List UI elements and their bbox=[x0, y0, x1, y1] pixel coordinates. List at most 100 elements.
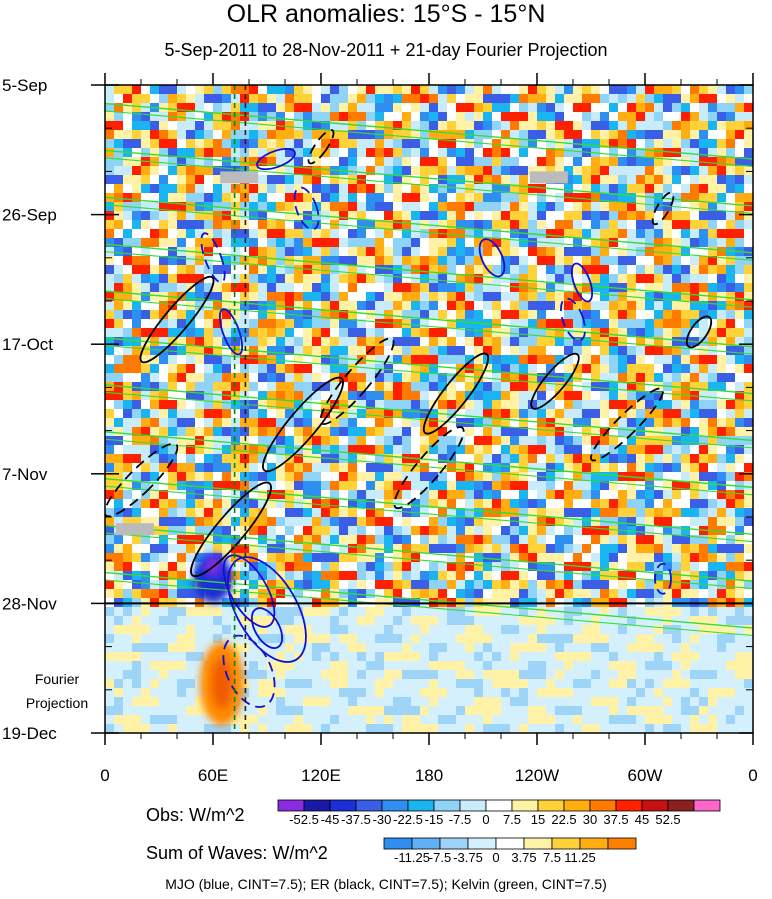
legend-level: 7.5 bbox=[543, 850, 561, 865]
legend-swatch bbox=[615, 799, 643, 812]
legend-swatch bbox=[439, 837, 469, 850]
mjo-contour bbox=[222, 634, 276, 708]
kelvin-contour bbox=[105, 344, 753, 402]
legend-swatch bbox=[355, 799, 383, 812]
x-tick-label: 0 bbox=[748, 766, 757, 785]
legend-level: 22.5 bbox=[551, 812, 576, 827]
kelvin-contour bbox=[105, 478, 753, 535]
mjo-contour bbox=[256, 147, 296, 171]
x-tick-label: 120E bbox=[301, 766, 341, 785]
kelvin-contour bbox=[105, 485, 753, 543]
legend-level: -30 bbox=[373, 812, 392, 827]
kelvin-contour bbox=[105, 196, 753, 254]
legend-level: 0 bbox=[482, 812, 489, 827]
legend-swatch bbox=[459, 799, 487, 812]
projection-label-1: Fourier bbox=[34, 671, 80, 687]
mjo-contour bbox=[478, 238, 506, 278]
er-contour bbox=[190, 481, 272, 578]
er-contour bbox=[262, 376, 344, 473]
er-contour bbox=[393, 426, 465, 510]
mjo-contour bbox=[227, 556, 307, 663]
legend-swatch bbox=[407, 799, 435, 812]
x-tick-label: 60W bbox=[628, 766, 663, 785]
missing-data-patch bbox=[220, 171, 259, 184]
legend-swatch bbox=[537, 799, 565, 812]
mjo-contour bbox=[218, 308, 244, 356]
legend-swatch bbox=[589, 799, 617, 812]
legend-level: -22.5 bbox=[393, 812, 423, 827]
legend-level: 11.25 bbox=[564, 850, 596, 865]
legend-level: 30 bbox=[583, 812, 597, 827]
mjo-contour bbox=[250, 607, 284, 649]
kelvin-contour bbox=[105, 438, 753, 496]
legend-swatch bbox=[511, 799, 539, 812]
y-tick-label: 26-Sep bbox=[2, 206, 57, 225]
legend-swatch bbox=[693, 799, 721, 812]
kelvin-contour bbox=[105, 102, 753, 160]
legend-swatch bbox=[303, 799, 331, 812]
kelvin-contour bbox=[105, 149, 753, 207]
projection-label-2: Projection bbox=[25, 695, 89, 711]
mjo-contour bbox=[200, 232, 226, 284]
x-tick-label: 120W bbox=[515, 766, 559, 785]
x-tick-label: 60E bbox=[198, 766, 228, 785]
legend-level: 7.5 bbox=[503, 812, 521, 827]
legend-swatch bbox=[411, 837, 441, 850]
legend-level: 52.5 bbox=[655, 812, 680, 827]
legend-level: 3.75 bbox=[511, 850, 536, 865]
waves-legend-bar: -11.25-7.5 -3.75 0 3.75 7.5 11.25 bbox=[383, 837, 637, 865]
legend-level: 0 bbox=[492, 850, 499, 865]
kelvin-contour bbox=[105, 110, 753, 168]
legend-swatch bbox=[381, 799, 409, 812]
chart-subtitle: 5-Sep-2011 to 28-Nov-2011 + 21-day Fouri… bbox=[164, 40, 608, 60]
missing-data-patch bbox=[115, 523, 154, 536]
kelvin-contour bbox=[105, 571, 753, 629]
legend-swatch bbox=[667, 799, 695, 812]
kelvin-contour bbox=[105, 290, 753, 348]
legend-level: 45 bbox=[635, 812, 649, 827]
legend-swatch bbox=[563, 799, 591, 812]
legend-swatch bbox=[485, 799, 513, 812]
missing-data-patch bbox=[529, 171, 568, 184]
y-tick-label: 28-Nov bbox=[2, 594, 57, 613]
legend-level: 15 bbox=[531, 812, 545, 827]
legend-level: -15 bbox=[425, 812, 444, 827]
x-tick-label: 180 bbox=[415, 766, 443, 785]
waves-legend-label: Sum of Waves: W/m^2 bbox=[146, 843, 328, 863]
legend-level: -37.5 bbox=[341, 812, 371, 827]
y-tick-label: 19-Dec bbox=[2, 724, 57, 743]
legend-swatch bbox=[551, 837, 581, 850]
mjo-contour bbox=[570, 262, 594, 303]
x-tick-label: 0 bbox=[100, 766, 109, 785]
kelvin-contour bbox=[105, 391, 753, 449]
er-contour bbox=[139, 275, 215, 364]
legend-swatch bbox=[495, 837, 525, 850]
er-contour bbox=[651, 191, 675, 226]
mjo-contour bbox=[654, 562, 672, 595]
wave-contours bbox=[105, 85, 753, 733]
legend-level: -11.25 bbox=[394, 850, 430, 865]
kelvin-contour bbox=[105, 431, 753, 489]
legend-footer: MJO (blue, CINT=7.5); ER (black, CINT=7.… bbox=[165, 876, 607, 892]
legend-swatch bbox=[383, 837, 413, 850]
er-contour bbox=[422, 352, 490, 435]
plot-axes: 5-Sep 26-Sep 17-Oct 7-Nov 28-Nov 19-Dec 0 60E 12… bbox=[2, 73, 758, 785]
legend-level: -3.75 bbox=[453, 850, 483, 865]
obs-legend-label: Obs: W/m^2 bbox=[146, 805, 245, 825]
legend-level: -45 bbox=[321, 812, 340, 827]
mjo-contour bbox=[293, 186, 320, 231]
y-tick-label: 17-Oct bbox=[2, 335, 53, 354]
legend-level: -7.5 bbox=[449, 812, 471, 827]
legend-swatch bbox=[523, 837, 553, 850]
legend-swatch bbox=[607, 837, 637, 850]
kelvin-contour bbox=[105, 297, 753, 355]
kelvin-contour bbox=[105, 579, 753, 637]
legend-swatch bbox=[433, 799, 461, 812]
legend-swatch bbox=[579, 837, 609, 850]
legend-level: 37.5 bbox=[603, 812, 628, 827]
er-contour bbox=[307, 129, 335, 165]
mjo-contour bbox=[560, 297, 586, 342]
kelvin-contour bbox=[105, 532, 753, 590]
y-tick-label: 7-Nov bbox=[2, 465, 48, 484]
